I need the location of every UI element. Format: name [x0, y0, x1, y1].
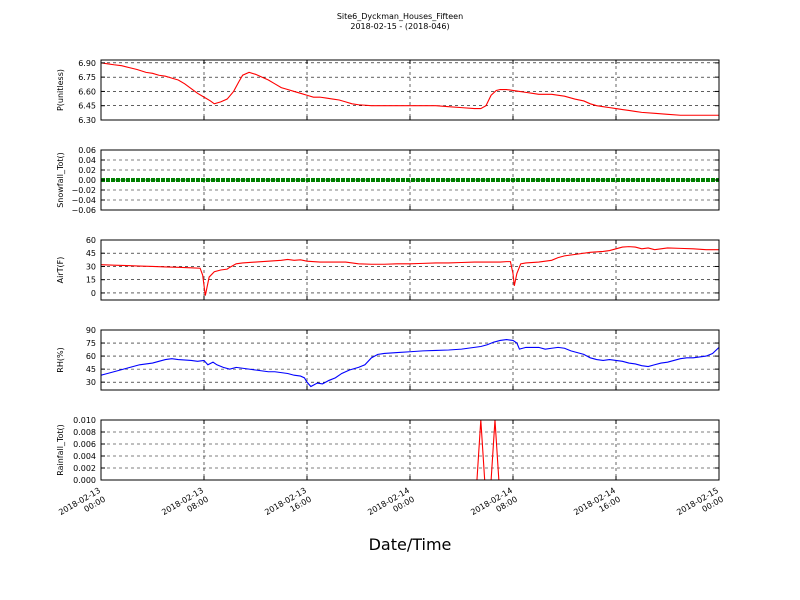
y-tick-label: −0.04 [71, 196, 96, 205]
y-tick-label: 0.010 [73, 416, 96, 425]
y-tick-label: 45 [86, 249, 96, 258]
y-tick-label: 0.02 [78, 166, 96, 175]
panel-0: 6.30 6.45 6.60 6.75 6.90 P(unitless) [56, 59, 720, 125]
panel-4: 0.000 0.002 0.004 0.006 0.008 0.010 Rainfall_T… [56, 416, 720, 485]
x-tick-label: 2018-02-1408:00 [469, 486, 519, 526]
y-tick-label: −0.06 [71, 206, 96, 215]
y-tick-label: 0.002 [73, 464, 96, 473]
y-tick-label: 0.06 [78, 146, 96, 155]
x-tick-labels: 2018-02-1300:00 2018-02-1308:00 2018-02-13… [57, 486, 725, 526]
y-tick-label: 0.006 [73, 440, 96, 449]
y-tick-label: 0.00 [78, 176, 96, 185]
y-tick-label: 6.75 [78, 73, 96, 82]
series-line-3 [101, 339, 719, 388]
x-axis-label: Date/Time [369, 535, 452, 554]
series-line-4 [101, 420, 719, 480]
y-axis-label-3: RH(%) [56, 347, 65, 372]
y-tick-label: 6.60 [78, 87, 96, 96]
chart-title: Site6_Dyckman_Houses_Fifteen [337, 12, 463, 21]
y-tick-label: 6.45 [78, 102, 96, 111]
y-tick-label: 6.90 [78, 59, 96, 68]
x-tick-label: 2018-02-1500:00 [675, 486, 725, 526]
y-tick-label: 0 [91, 289, 96, 298]
y-tick-label: 45 [86, 365, 96, 374]
x-tick-label: 2018-02-1416:00 [572, 486, 622, 526]
y-tick-label: 60 [86, 352, 96, 361]
series-line-0 [101, 62, 719, 116]
y-tick-label: 75 [86, 339, 96, 348]
x-tick-label: 2018-02-1308:00 [160, 486, 210, 526]
panel-2: 0 15 30 45 60 AirT(F) [56, 236, 720, 301]
y-tick-label: 90 [86, 326, 96, 335]
x-tick-label: 2018-02-1316:00 [263, 486, 313, 526]
x-tick-label: 2018-02-1300:00 [57, 486, 107, 526]
y-axis-label-2: AirT(F) [56, 257, 65, 284]
y-axis-label-0: P(unitless) [56, 69, 65, 111]
y-tick-label: 30 [86, 378, 96, 387]
panels: 6.306.456.606.756.90P(unitless)−0.06−0.0… [56, 59, 720, 485]
chart-subtitle: 2018-02-15 - (2018-046) [350, 22, 449, 31]
panel-1: −0.06−0.04−0.020.000.020.040.06 Snowfall_… [56, 146, 720, 215]
y-tick-label: 6.30 [78, 116, 96, 125]
y-tick-label: 30 [86, 262, 96, 271]
y-tick-label: −0.02 [71, 186, 96, 195]
y-axis-label-4: Rainfall_Tot() [56, 424, 65, 476]
y-tick-label: 0.008 [73, 428, 96, 437]
grid-3 [100, 329, 720, 390]
grid-4 [100, 419, 720, 481]
panel-3: 30 45 60 75 90 RH(%) [56, 326, 720, 391]
y-tick-label: 15 [86, 276, 96, 285]
grid-2 [100, 239, 720, 300]
y-tick-label: 60 [86, 236, 96, 245]
series-line-2 [101, 246, 719, 296]
y-tick-label: 0.004 [73, 452, 96, 461]
y-tick-label: 0.000 [73, 476, 96, 485]
y-tick-label: 0.04 [78, 156, 96, 165]
x-tick-label: 2018-02-1400:00 [366, 486, 416, 526]
y-axis-label-1: Snowfall_Tot() [56, 152, 65, 208]
